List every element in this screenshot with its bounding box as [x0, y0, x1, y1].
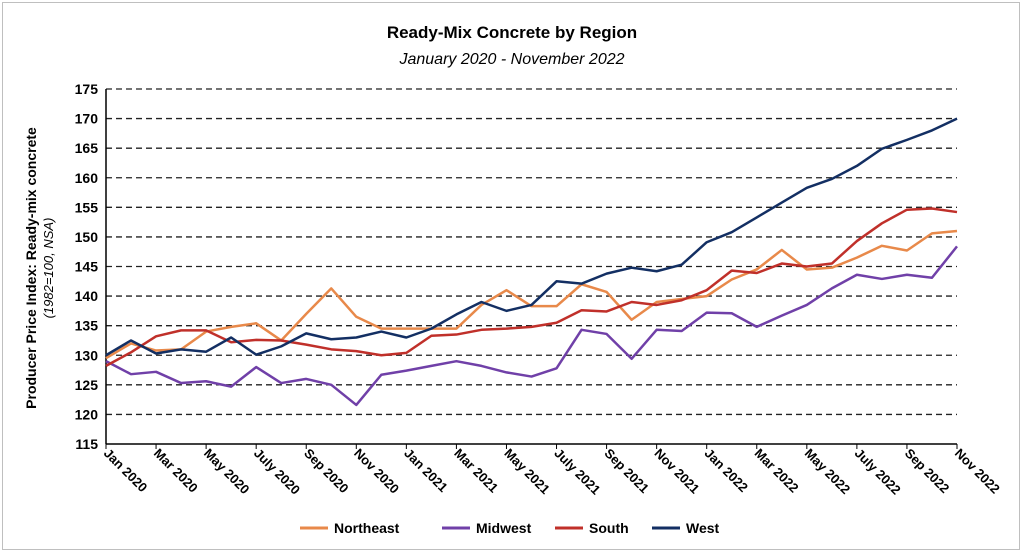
x-tick-label: Mar 2022 [752, 446, 802, 496]
y-tick-label: 145 [75, 259, 99, 275]
y-axis-label: Producer Price Index: Ready-mix concrete [23, 127, 39, 409]
x-tick-label: May 2022 [802, 446, 853, 497]
series-line-west [105, 117, 958, 357]
x-tick-label: Nov 2021 [652, 446, 703, 497]
legend-label-west: West [686, 520, 720, 536]
y-tick-label: 160 [75, 170, 99, 186]
y-tick-label: 125 [75, 377, 99, 393]
y-tick-label: 155 [75, 199, 99, 215]
legend-label-northeast: Northeast [334, 520, 400, 536]
y-axis-sublabel: (1982=100, NSA) [41, 218, 56, 319]
x-tick-label: Jan 2020 [101, 446, 150, 495]
series-line-midwest [105, 245, 958, 407]
chart-title: Ready-Mix Concrete by Region [387, 23, 637, 42]
x-tick-label: Nov 2022 [952, 446, 1003, 497]
legend-label-midwest: Midwest [476, 520, 532, 536]
x-tick-label: Mar 2021 [451, 446, 501, 496]
chart-subtitle: January 2020 - November 2022 [398, 51, 624, 68]
y-tick-label: 170 [75, 111, 99, 127]
y-tick-label: 150 [75, 229, 99, 245]
series-line-south [105, 207, 958, 367]
legend-label-south: South [589, 520, 629, 536]
y-tick-label: 175 [75, 81, 99, 97]
x-tick-label: Nov 2020 [351, 446, 402, 497]
x-tick-label: July 2022 [852, 446, 904, 498]
x-tick-label: Jan 2021 [401, 446, 450, 495]
y-tick-label: 140 [75, 288, 99, 304]
y-tick-label: 165 [75, 140, 99, 156]
y-tick-label: 135 [75, 318, 99, 334]
x-tick-label: July 2021 [551, 446, 603, 498]
x-tick-label: July 2020 [251, 446, 303, 498]
y-tick-label: 120 [75, 406, 99, 422]
x-tick-label: Sep 2020 [301, 446, 351, 496]
y-tick-label: 115 [75, 436, 98, 452]
y-tick-label: 130 [75, 347, 99, 363]
x-tick-label: May 2020 [201, 446, 252, 497]
x-tick-label: Jan 2022 [702, 446, 751, 495]
x-tick-label: Sep 2021 [601, 446, 651, 496]
x-tick-label: Sep 2022 [902, 446, 952, 496]
x-tick-label: May 2021 [501, 446, 552, 497]
x-tick-label: Mar 2020 [151, 446, 201, 496]
